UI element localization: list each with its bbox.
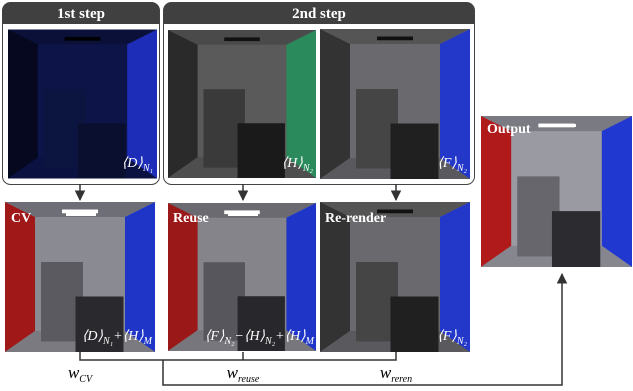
text-part: N₂	[302, 163, 314, 174]
text-part: ⟨D⟩	[82, 329, 104, 344]
text-part: ⟨D⟩	[122, 156, 144, 171]
text-part: −⟨H⟩	[235, 329, 266, 344]
text-part: N₂	[456, 163, 468, 174]
light	[66, 213, 96, 216]
text-part: +⟨H⟩	[275, 329, 306, 344]
step-title: 1st step	[57, 6, 105, 22]
light	[228, 213, 258, 216]
weight-label: wCV	[68, 363, 94, 385]
text-part: ⟨F⟩	[205, 329, 225, 344]
text-part: ⟨F⟩	[437, 329, 457, 344]
weight-label: wreuse	[227, 363, 260, 385]
text-part: w	[227, 363, 239, 382]
text-part: +⟨H⟩	[113, 329, 144, 344]
text-part: reren	[391, 374, 412, 385]
weight-label: wreren	[380, 363, 412, 385]
step-title: 2nd step	[292, 6, 346, 22]
render-image	[481, 116, 632, 267]
text-part: N₂	[456, 336, 468, 347]
text-part: w	[380, 363, 392, 382]
text-part: N₂	[223, 336, 235, 347]
panel-title: CV	[11, 211, 31, 226]
text-part: ⟨F⟩	[437, 156, 457, 171]
text-part: CV	[79, 374, 94, 385]
text-part: M	[305, 336, 315, 347]
panel-title: Re-render	[325, 211, 386, 226]
text-part: w	[68, 363, 80, 382]
text-part: reuse	[238, 374, 260, 385]
figure: 1st step 2nd step ⟨D⟩N₁ ⟨H⟩N₂ ⟨F⟩N₂ CV R…	[0, 0, 633, 391]
text-part: N₂	[264, 336, 276, 347]
panel-title: Output	[487, 122, 531, 137]
text-part: N₁	[142, 163, 153, 174]
light	[548, 124, 576, 127]
text-part: M	[143, 336, 153, 347]
text-part: N₁	[102, 336, 113, 347]
text-part: ⟨H⟩	[282, 156, 304, 171]
panel-title: Reuse	[173, 211, 209, 226]
